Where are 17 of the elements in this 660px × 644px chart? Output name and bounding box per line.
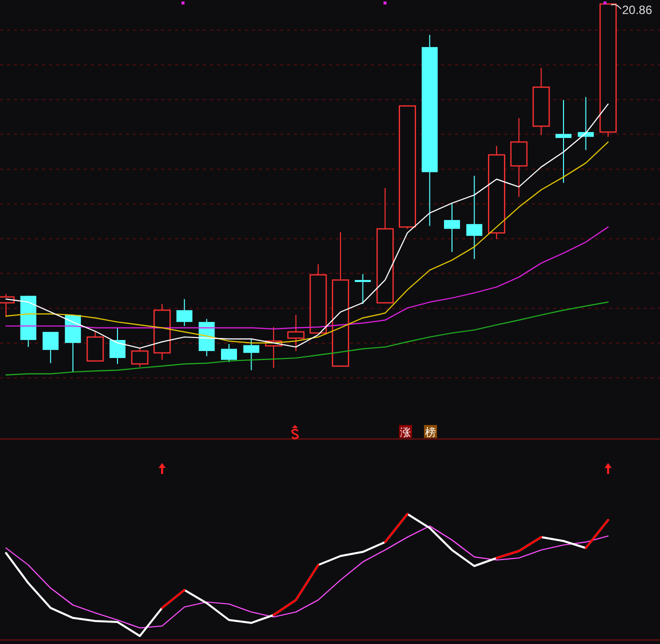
candlestick: [466, 175, 482, 260]
candlestick: [243, 338, 260, 371]
candlestick: [556, 100, 572, 184]
candlestick: [444, 203, 460, 253]
candlestick: [578, 96, 594, 151]
candlestick: [176, 298, 192, 326]
candlestick: [287, 314, 304, 352]
candlestick: [42, 331, 59, 364]
candlestick: [131, 348, 148, 368]
candlestick: [110, 327, 126, 364]
text: 涨: [400, 427, 411, 439]
candlestick: [221, 344, 237, 363]
candlestick: [86, 330, 104, 362]
text: 20.86: [622, 3, 652, 17]
candlestick: [354, 274, 371, 304]
text: 榜: [425, 426, 436, 439]
candlestick: [510, 118, 528, 198]
